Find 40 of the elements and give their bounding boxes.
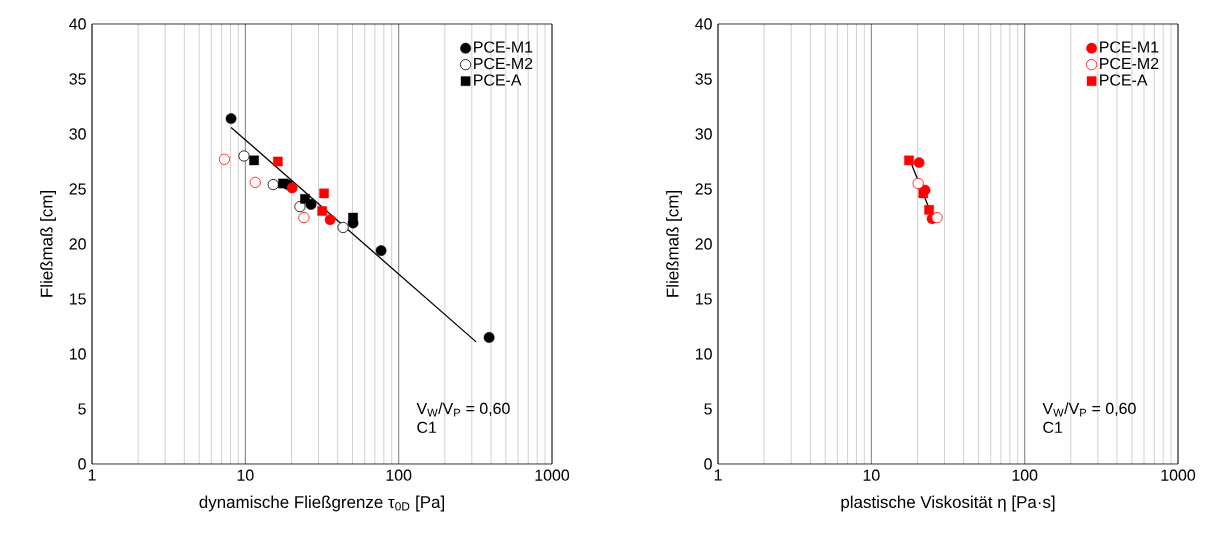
x-axis-title: dynamische Fließgrenze τ$_{0D}$ [Pa]	[199, 495, 444, 512]
y-tick-label: 25	[695, 183, 712, 195]
legend-label: PCE-A	[474, 74, 522, 86]
y-tick-label: 35	[69, 73, 86, 85]
y-tick-label: 15	[69, 293, 86, 305]
x-tick-label: 1	[88, 469, 96, 481]
x-axis-title: plastische Viskosität η [Pa·s]	[841, 495, 1055, 512]
y-tick-label: 30	[695, 128, 712, 140]
x-tick-label: 10	[237, 469, 254, 481]
y-tick-label: 20	[69, 238, 86, 250]
y-tick-label: 40	[695, 18, 712, 30]
y-tick-label: 0	[78, 458, 86, 470]
y-tick-label: 20	[695, 238, 712, 250]
y-tick-label: 30	[69, 128, 86, 140]
x-tick-label: 1000	[535, 469, 570, 481]
y-tick-label: 10	[695, 348, 712, 360]
y-tick-label: 35	[695, 73, 712, 85]
legend-label: PCE-M2	[1100, 57, 1159, 70]
x-tick-label: 1	[714, 469, 722, 481]
legend-label: PCE-M1	[474, 41, 533, 53]
y-tick-label: 40	[69, 18, 86, 30]
annotation: C1	[1043, 421, 1063, 433]
annotation: V$_{W}$/V$_{P}$ = 0,60	[416, 402, 510, 417]
legend-label: PCE-M1	[1100, 41, 1159, 53]
y-tick-label: 10	[69, 348, 86, 360]
y-axis-title: Fließmaß [cm]	[666, 191, 682, 297]
annotation: V$_{W}$/V$_{P}$ = 0,60	[1042, 402, 1136, 417]
legend-label: PCE-M2	[474, 57, 533, 70]
x-tick-label: 1000	[1161, 469, 1196, 481]
y-tick-label: 5	[704, 403, 712, 415]
y-tick-label: 15	[695, 293, 712, 305]
x-tick-label: 100	[386, 469, 412, 481]
y-tick-label: 5	[78, 403, 86, 415]
legend-label: PCE-A	[1100, 74, 1148, 86]
x-tick-label: 100	[1012, 469, 1038, 481]
x-tick-label: 10	[863, 469, 880, 481]
y-tick-label: 25	[69, 183, 86, 195]
y-tick-label: 0	[704, 458, 712, 470]
y-axis-title: Fließmaß [cm]	[40, 191, 56, 297]
annotation: C1	[417, 421, 437, 433]
